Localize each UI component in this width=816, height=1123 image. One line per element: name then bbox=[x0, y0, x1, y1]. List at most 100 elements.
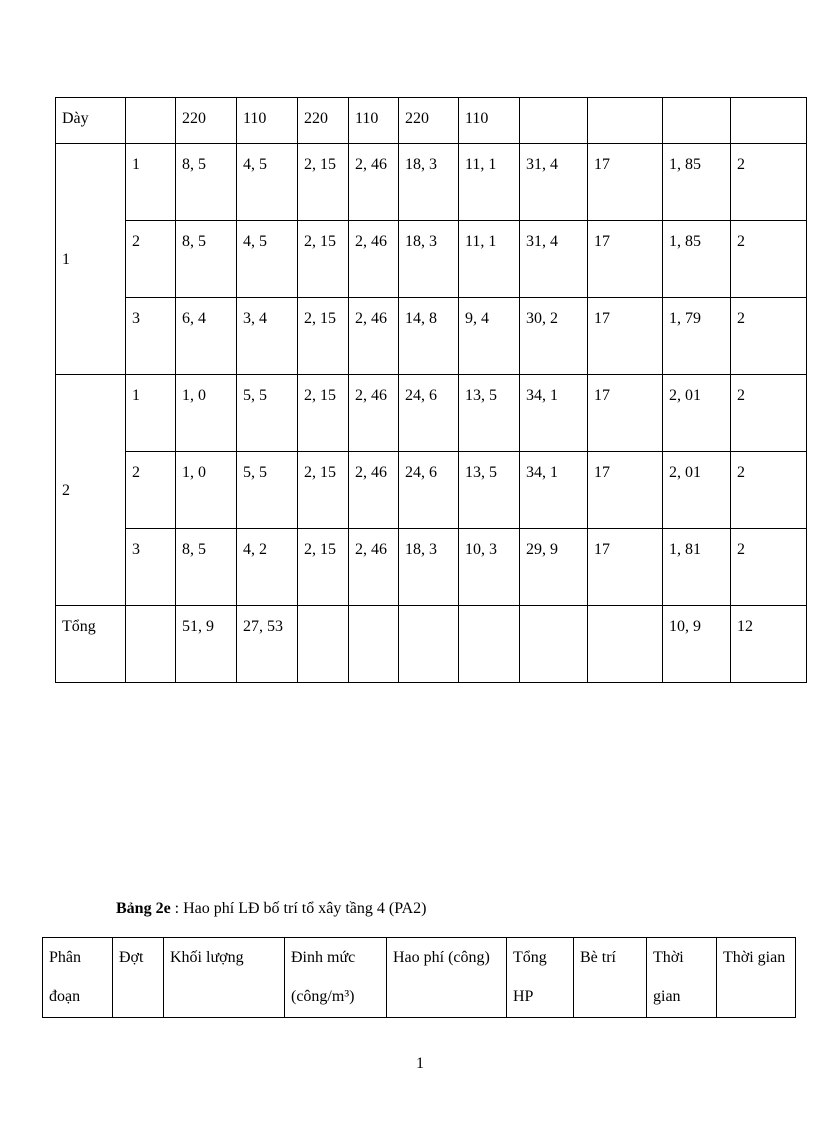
table-cell: 2 bbox=[730, 220, 807, 298]
table-cell: 2, 46 bbox=[348, 451, 399, 529]
table-cell: 2 bbox=[730, 451, 807, 529]
table-row: 2 1 1, 0 5, 5 2, 15 2, 46 24, 6 13, 5 34, 1 17 2, … bbox=[55, 374, 807, 606]
table-cell: Đợt bbox=[112, 937, 164, 1018]
table-cell: 9, 4 bbox=[458, 297, 520, 375]
table-cell: 5, 5 bbox=[236, 374, 298, 452]
table-cell: 3 bbox=[125, 528, 176, 606]
table-cell: Phân đoạn bbox=[42, 937, 113, 1018]
table-cell: 2 bbox=[55, 374, 126, 606]
labor-table-2e: Phân đoạn Đợt Khối lượng Đinh mức (công/m³)… bbox=[42, 937, 796, 1018]
labor-table-top: Dày 220 110 220 110 220 110 1 1 8, 5 4, 5 2, 15 2, 4… bbox=[55, 97, 807, 683]
table-cell: 4, 5 bbox=[236, 220, 298, 298]
table-cell: 3, 4 bbox=[236, 297, 298, 375]
table-cell: 220 bbox=[175, 97, 237, 144]
caption-text: : Hao phí LĐ bố trí tổ xây tầng 4 (PA2) bbox=[170, 900, 427, 917]
table-cell: 11, 1 bbox=[458, 143, 520, 221]
table-cell: 8, 5 bbox=[175, 528, 237, 606]
table-cell: 5, 5 bbox=[236, 451, 298, 529]
table-cell: 10, 3 bbox=[458, 528, 520, 606]
table-cell: 2, 46 bbox=[348, 220, 399, 298]
table-cell: 13, 5 bbox=[458, 374, 520, 452]
table-cell: 2, 15 bbox=[297, 143, 349, 221]
table-header-row: Dày 220 110 220 110 220 110 bbox=[55, 97, 807, 144]
table-cell: 12 bbox=[730, 605, 807, 683]
table-cell bbox=[458, 605, 520, 683]
table-cell: 18, 3 bbox=[398, 220, 459, 298]
table-row: 3 6, 4 3, 4 2, 15 2, 46 14, 8 9, 4 30, 2 17 1, 79… bbox=[56, 297, 807, 375]
table-cell bbox=[519, 97, 588, 144]
table-cell bbox=[125, 605, 176, 683]
table-cell bbox=[398, 605, 459, 683]
table-cell: 110 bbox=[236, 97, 298, 144]
table-cell: 1, 0 bbox=[175, 451, 237, 529]
table-cell: 4, 5 bbox=[236, 143, 298, 221]
table-cell: 2 bbox=[125, 451, 176, 529]
table-cell: 2, 46 bbox=[348, 143, 399, 221]
table-cell bbox=[125, 97, 176, 144]
table-row: 2 8, 5 4, 5 2, 15 2, 46 18, 3 11, 1 31, 4 17 1, 8… bbox=[56, 220, 807, 298]
table-cell: 1, 85 bbox=[662, 143, 731, 221]
table-cell: 17 bbox=[587, 451, 663, 529]
table-cell: 10, 9 bbox=[662, 605, 731, 683]
table-cell: 27, 53 bbox=[236, 605, 298, 683]
table-cell: Dày bbox=[55, 97, 126, 144]
table-cell: 110 bbox=[348, 97, 399, 144]
table-cell bbox=[587, 97, 663, 144]
table-cell: Khối lượng bbox=[163, 937, 285, 1018]
table-cell: 110 bbox=[458, 97, 520, 144]
table-cell: 2, 15 bbox=[297, 528, 349, 606]
table-cell: 1 bbox=[125, 143, 176, 221]
table-cell: 14, 8 bbox=[398, 297, 459, 375]
table-cell: Đinh mức (công/m³) bbox=[284, 937, 387, 1018]
table-cell: 2 bbox=[730, 528, 807, 606]
table-cell: Hao phí (công) bbox=[386, 937, 507, 1018]
table-cell: 6, 4 bbox=[175, 297, 237, 375]
caption-label: Bảng 2e bbox=[116, 900, 171, 917]
table-cell bbox=[662, 97, 731, 144]
table-cell: Thời gian bbox=[716, 937, 796, 1018]
page-number: 1 bbox=[416, 1055, 424, 1072]
table-cell: Tổng HP bbox=[506, 937, 574, 1018]
table-cell: 18, 3 bbox=[398, 528, 459, 606]
table-cell: 2, 15 bbox=[297, 374, 349, 452]
table-cell: 24, 6 bbox=[398, 374, 459, 452]
table-cell: 17 bbox=[587, 220, 663, 298]
table-cell: 18, 3 bbox=[398, 143, 459, 221]
table-cell bbox=[348, 605, 399, 683]
table-cell: 17 bbox=[587, 143, 663, 221]
table-cell: 2, 46 bbox=[348, 374, 399, 452]
table-cell: 4, 2 bbox=[236, 528, 298, 606]
table-cell: 2 bbox=[730, 143, 807, 221]
table-cell bbox=[587, 605, 663, 683]
table-cell: 2 bbox=[730, 374, 807, 452]
table-cell bbox=[519, 605, 588, 683]
table-cell: 34, 1 bbox=[519, 374, 588, 452]
table-cell: Thời gian bbox=[646, 937, 717, 1018]
table-row: 2 1, 0 5, 5 2, 15 2, 46 24, 6 13, 5 34, 1 17 2, 0… bbox=[56, 451, 807, 529]
table-cell: 51, 9 bbox=[175, 605, 237, 683]
table-cell: 31, 4 bbox=[519, 220, 588, 298]
table-cell: 8, 5 bbox=[175, 143, 237, 221]
table-cell: 1, 79 bbox=[662, 297, 731, 375]
table-cell: 2, 15 bbox=[297, 220, 349, 298]
table-cell: 1 bbox=[125, 374, 176, 452]
table-cell: 1, 81 bbox=[662, 528, 731, 606]
table-cell: Bè trí bbox=[573, 937, 647, 1018]
table-cell: 2 bbox=[730, 297, 807, 375]
table-caption: Bảng 2e : Hao phí LĐ bố trí tổ xây tầng … bbox=[116, 900, 427, 918]
table-cell: 30, 2 bbox=[519, 297, 588, 375]
table-cell: 34, 1 bbox=[519, 451, 588, 529]
table-cell: 24, 6 bbox=[398, 451, 459, 529]
table-cell: 1 bbox=[55, 143, 126, 375]
table-cell: 2, 01 bbox=[662, 374, 731, 452]
table-cell: 8, 5 bbox=[175, 220, 237, 298]
table-cell: Tổng bbox=[55, 605, 126, 683]
table-cell: 2, 15 bbox=[297, 451, 349, 529]
table-cell: 13, 5 bbox=[458, 451, 520, 529]
table-cell: 3 bbox=[125, 297, 176, 375]
table-cell: 31, 4 bbox=[519, 143, 588, 221]
table-cell: 2 bbox=[125, 220, 176, 298]
table-total-row: Tổng 51, 9 27, 53 10, 9 12 bbox=[55, 605, 807, 683]
table-cell: 2, 46 bbox=[348, 528, 399, 606]
